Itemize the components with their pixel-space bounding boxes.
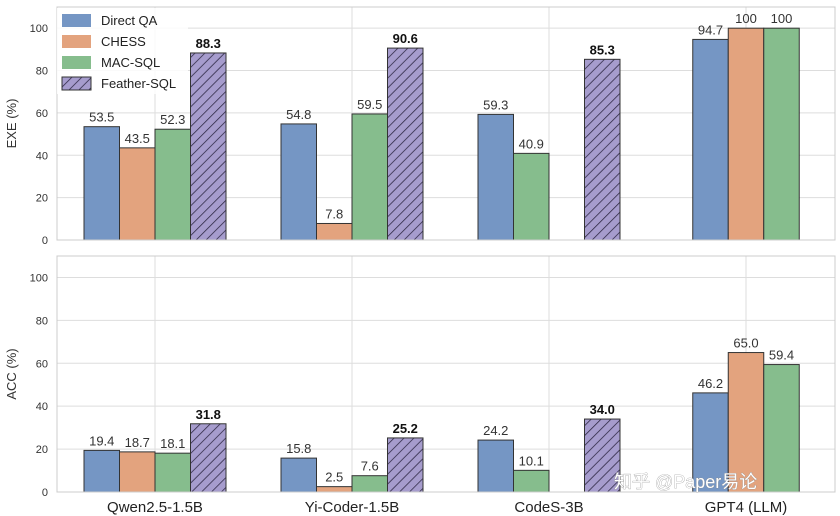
- plot-frame: [56, 255, 836, 493]
- legend-label: Direct QA: [101, 13, 158, 28]
- bar-chess: [119, 147, 156, 241]
- bar-mac-sql: [351, 113, 388, 241]
- bar-direct-qa: [477, 439, 514, 493]
- y-tick-label: 20: [36, 193, 48, 205]
- bar-direct-qa: [692, 38, 729, 241]
- bar-direct-qa: [83, 449, 120, 493]
- data-label: 19.4: [89, 433, 114, 448]
- legend-swatch: [62, 56, 91, 69]
- bar-feather-sql: [387, 47, 424, 241]
- bar-feather-sql: [190, 423, 227, 493]
- bar-mac-sql: [513, 469, 550, 493]
- y-tick-label: 80: [36, 66, 48, 78]
- data-label: 18.7: [125, 435, 150, 450]
- bar-mac-sql: [154, 452, 191, 493]
- bar-mac-sql: [763, 27, 800, 241]
- x-tick-label: Qwen2.5-1.5B: [107, 499, 203, 516]
- data-label: 59.4: [769, 348, 794, 363]
- data-label: 7.6: [361, 459, 379, 474]
- data-label: 100: [771, 11, 793, 26]
- y-tick-label: 20: [36, 444, 48, 456]
- legend-label: Feather-SQL: [101, 76, 176, 91]
- data-label: 88.3: [196, 36, 221, 51]
- bar-mac-sql: [763, 364, 800, 493]
- legend-swatch: [62, 14, 91, 27]
- x-tick-label: CodeS-3B: [514, 499, 583, 516]
- bar-feather-sql: [387, 437, 424, 493]
- y-tick-label: 80: [36, 315, 48, 327]
- data-label: 34.0: [590, 402, 615, 417]
- bar-chess: [316, 222, 353, 241]
- data-label: 31.8: [196, 407, 221, 422]
- bar-mac-sql: [351, 475, 388, 493]
- legend-swatch: [61, 76, 92, 91]
- bar-direct-qa: [280, 123, 317, 241]
- y-tick-label: 40: [36, 401, 48, 413]
- watermark: 知乎 @Paper易论: [614, 472, 757, 492]
- legend-swatch: [62, 35, 91, 48]
- bar-direct-qa: [692, 392, 729, 493]
- x-tick-label: Yi-Coder-1.5B: [305, 499, 399, 516]
- data-label: 52.3: [160, 112, 185, 127]
- bar-direct-qa: [280, 457, 317, 493]
- data-label: 59.3: [483, 97, 508, 112]
- y-tick-label: 60: [36, 358, 48, 370]
- data-label: 7.8: [325, 206, 343, 221]
- legend-label: CHESS: [101, 34, 146, 49]
- legend: Direct QA CHESS MAC-SQL Feather-SQL: [57, 8, 188, 94]
- data-label: 15.8: [286, 441, 311, 456]
- bar-direct-qa: [83, 126, 120, 241]
- y-axis-label: EXE (%): [4, 99, 19, 149]
- data-label: 59.5: [357, 97, 382, 112]
- data-label: 24.2: [483, 423, 508, 438]
- y-tick-label: 40: [36, 150, 48, 162]
- bar-feather-sql: [584, 418, 621, 493]
- y-tick-label: 60: [36, 108, 48, 120]
- y-tick-label: 0: [42, 235, 48, 247]
- data-label: 94.7: [698, 22, 723, 37]
- bar-mac-sql: [513, 152, 550, 241]
- data-label: 46.2: [698, 376, 723, 391]
- bar-chess: [316, 486, 353, 493]
- bar-chess: [727, 27, 765, 241]
- data-label: 100: [735, 11, 757, 26]
- data-label: 25.2: [393, 421, 418, 436]
- bar-chess: [119, 451, 156, 493]
- y-axis-label: ACC (%): [4, 348, 19, 399]
- data-label: 90.6: [393, 31, 418, 46]
- data-label: 40.9: [519, 136, 544, 151]
- data-label: 2.5: [325, 470, 343, 485]
- data-label: 18.1: [160, 436, 185, 451]
- bar-feather-sql: [190, 52, 227, 241]
- x-tick-label: GPT4 (LLM): [705, 499, 788, 516]
- data-label: 10.1: [519, 453, 544, 468]
- data-label: 54.8: [286, 107, 311, 122]
- panel-acc: 0 20 40 60 80 100 19.4 18.7 18.1 31.8 15.8 2.5 7.6 25…: [4, 255, 836, 516]
- bar-chess: [727, 352, 765, 493]
- data-label: 53.5: [89, 110, 114, 125]
- y-tick-label: 100: [30, 272, 48, 284]
- y-tick-label: 0: [42, 487, 48, 499]
- y-tick-label: 100: [30, 23, 48, 35]
- plot-frame: [56, 6, 836, 241]
- bar-direct-qa: [477, 113, 514, 241]
- legend-label: MAC-SQL: [101, 55, 160, 70]
- bar-feather-sql: [584, 58, 621, 241]
- bar-mac-sql: [154, 128, 191, 241]
- data-label: 85.3: [590, 42, 615, 57]
- data-label: 43.5: [125, 131, 150, 146]
- data-label: 65.0: [733, 336, 758, 351]
